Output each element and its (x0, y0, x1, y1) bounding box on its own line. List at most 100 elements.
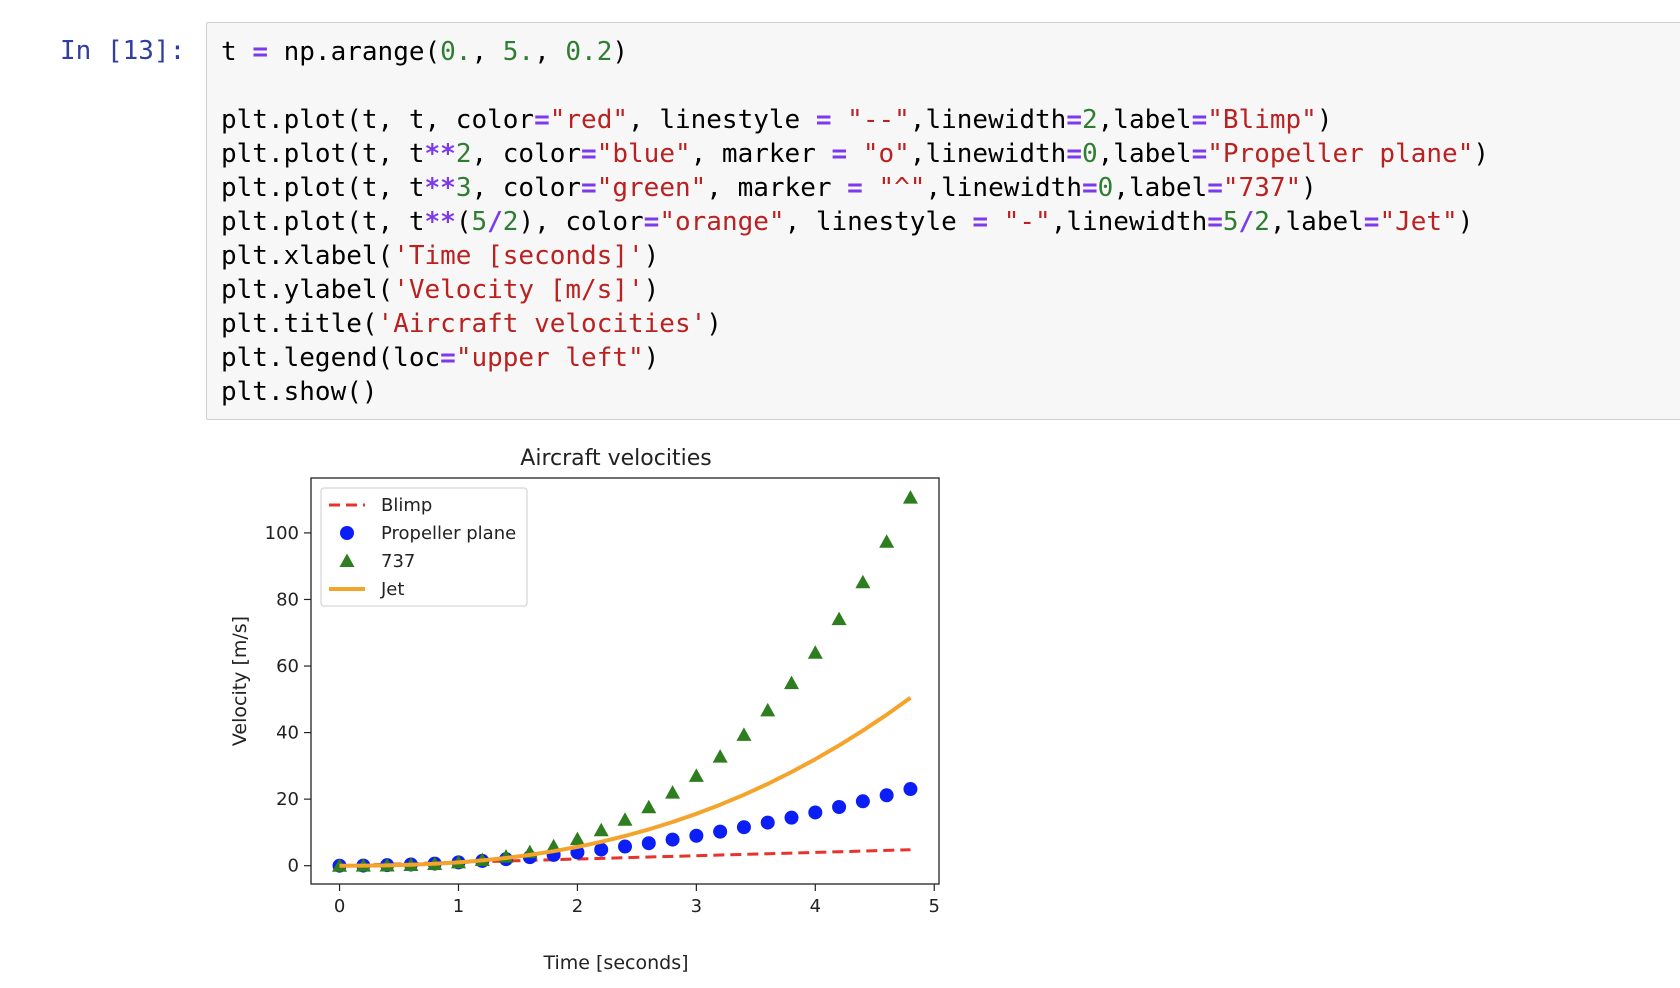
y-tick-label: 20 (276, 789, 299, 810)
code-token: "blue" (596, 139, 691, 169)
code-line: plt.plot(t, t**(5/2), color="orange", li… (221, 205, 1489, 239)
data-point-737 (831, 611, 847, 626)
code-token: plt.plot(t, t (221, 173, 425, 203)
code-token: = (1207, 173, 1223, 203)
x-tick-label: 1 (453, 896, 464, 917)
code-token: "green" (596, 173, 707, 203)
code-token: , (534, 37, 566, 67)
code-token: ,label (1113, 173, 1208, 203)
code-token: 5 (471, 207, 488, 237)
code-token: ) (1473, 139, 1489, 169)
code-token: ) (706, 309, 722, 339)
code-line: plt.show() (221, 375, 1489, 409)
data-point-737 (784, 675, 800, 690)
code-token: plt.title( (221, 309, 378, 339)
code-token: ,linewidth (1050, 207, 1208, 237)
code-token: = (440, 343, 456, 373)
data-point-propeller-plane (641, 836, 656, 851)
code-token: 2 (502, 207, 519, 237)
x-axis-label: Time [seconds] (542, 952, 688, 974)
code-token: = (643, 207, 660, 237)
code-token: plt.xlabel( (221, 241, 394, 271)
code-token: plt.show() (221, 377, 378, 407)
code-token: , linestyle (628, 105, 816, 135)
data-point-737 (879, 534, 895, 548)
data-point-737 (688, 768, 704, 782)
code-token: 2 (455, 139, 472, 169)
code-token: plt.plot(t, t (221, 207, 425, 237)
code-line: plt.legend(loc="upper left") (221, 341, 1489, 375)
code-token: 'Aircraft velocities' (377, 309, 707, 339)
data-point-propeller-plane (713, 824, 728, 839)
code-cell[interactable]: t = np.arange(0., 5., 0.2) plt.plot(t, t,… (206, 22, 1680, 420)
code-token: = (847, 173, 863, 203)
data-point-737 (855, 574, 871, 589)
data-point-propeller-plane (618, 839, 632, 854)
data-point-propeller-plane (832, 799, 847, 814)
code-token: = (1363, 207, 1380, 237)
data-point-propeller-plane (879, 788, 894, 803)
code-token: , marker (706, 173, 848, 203)
code-token: ( (455, 207, 472, 237)
x-tick-label: 4 (810, 896, 821, 917)
code-token: plt.ylabel( (221, 275, 394, 305)
code-token: "red" (549, 105, 629, 135)
data-point-propeller-plane (665, 832, 680, 847)
code-token: "o" (862, 139, 910, 169)
code-token: "-" (1003, 207, 1051, 237)
code-token: 5. (502, 37, 535, 67)
code-token: 0 (1097, 173, 1114, 203)
code-token: , marker (690, 139, 832, 169)
code-token: = (1207, 207, 1223, 237)
x-tick-label: 0 (334, 896, 345, 917)
code-token: = (534, 105, 550, 135)
code-token: = (815, 105, 832, 135)
code-token: = (1191, 139, 1208, 169)
code-token: t (221, 37, 253, 67)
code-token: ** (424, 173, 456, 203)
code-token: ** (424, 139, 456, 169)
code-token: ) (643, 241, 660, 271)
plot-frame (310, 477, 940, 885)
code-token: 2 (1082, 105, 1098, 135)
code-token: ) (1316, 105, 1333, 135)
legend-swatch (339, 553, 355, 567)
code-editor[interactable]: t = np.arange(0., 5., 0.2) plt.plot(t, t,… (221, 35, 1489, 409)
legend-swatch (340, 526, 354, 540)
code-token: ,label (1269, 207, 1364, 237)
legend-label: Propeller plane (381, 523, 516, 544)
data-point-737 (712, 749, 728, 763)
data-point-propeller-plane (784, 810, 799, 825)
code-token: ) (612, 37, 629, 67)
cell-prompt: In [13]: (60, 36, 186, 66)
code-token: , (471, 37, 503, 67)
code-token: / (1238, 207, 1255, 237)
y-tick-label: 80 (276, 589, 299, 610)
code-token: ,linewidth (925, 173, 1082, 203)
data-point-737 (902, 490, 918, 504)
code-token: "^" (878, 173, 926, 203)
code-token (847, 139, 863, 169)
code-token: = (252, 37, 268, 67)
code-token: = (1082, 173, 1098, 203)
data-point-737 (617, 812, 633, 826)
code-token: ), color (518, 207, 644, 237)
code-token: "Propeller plane" (1207, 139, 1474, 169)
code-token: ,label (1097, 105, 1192, 135)
code-token: , color (471, 173, 582, 203)
code-token: "Jet" (1379, 207, 1458, 237)
code-token: "737" (1222, 173, 1302, 203)
code-token: 0.2 (565, 37, 613, 67)
code-token: plt.legend(loc (221, 343, 441, 373)
cell-output: Aircraft velocities 0 1 2 3 4 5 0 20 40 60 80 100 T… (206, 430, 986, 984)
code-token: plt.plot(t, t (221, 139, 425, 169)
code-token: 2 (1254, 207, 1270, 237)
chart: Aircraft velocities 0 1 2 3 4 5 0 20 40 60 80 100 T… (229, 446, 940, 974)
data-point-propeller-plane (855, 794, 870, 809)
legend-label: 737 (381, 551, 415, 572)
code-token: = (581, 173, 597, 203)
code-token: = (972, 207, 989, 237)
code-token: = (831, 139, 848, 169)
code-token: ,label (1097, 139, 1192, 169)
legend-box (320, 487, 528, 607)
